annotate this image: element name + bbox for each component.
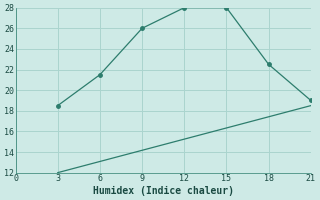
X-axis label: Humidex (Indice chaleur): Humidex (Indice chaleur) bbox=[93, 186, 234, 196]
